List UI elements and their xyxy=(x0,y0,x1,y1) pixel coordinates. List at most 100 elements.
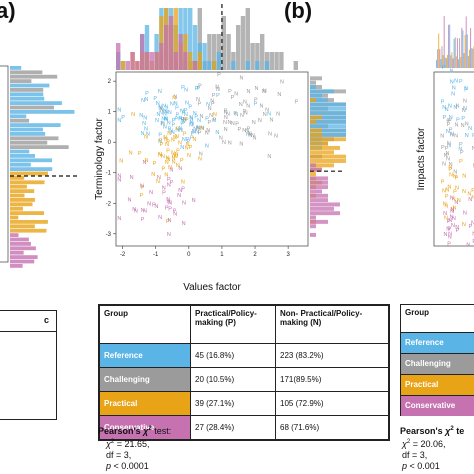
data-point: N xyxy=(171,137,175,143)
data-point: P xyxy=(176,148,180,154)
histogram-bar xyxy=(10,211,45,215)
x-tick-label: 3 xyxy=(286,252,290,258)
data-point: N xyxy=(222,140,226,146)
stats-title: Pearson's χ2 test: xyxy=(98,426,172,436)
histogram-bar xyxy=(135,61,140,70)
data-point: N xyxy=(231,121,235,127)
data-point: N xyxy=(463,210,467,216)
data-point: N xyxy=(451,92,455,98)
data-point: P xyxy=(472,239,474,245)
data-point: N xyxy=(450,79,454,85)
histogram-bar xyxy=(274,52,279,70)
histogram-bar xyxy=(310,159,346,163)
data-point: N xyxy=(228,140,232,146)
data-point: N xyxy=(246,89,250,95)
x-tick-label: -1 xyxy=(153,252,159,258)
data-point: N xyxy=(449,162,453,168)
histogram-bar xyxy=(245,61,250,70)
data-point: N xyxy=(252,120,256,126)
histogram-bar xyxy=(310,132,346,137)
data-point: N xyxy=(468,197,472,203)
data-point: N xyxy=(142,121,146,127)
data-point: N xyxy=(212,118,216,124)
data-point: N xyxy=(450,209,454,215)
data-point: N xyxy=(210,98,214,104)
data-point: P xyxy=(205,117,209,123)
data-point: N xyxy=(185,145,189,151)
data-point: N xyxy=(274,134,278,140)
histogram-bar xyxy=(310,132,322,137)
data-point: N xyxy=(463,106,467,112)
data-point: P xyxy=(185,117,189,123)
histogram-bar xyxy=(310,193,328,198)
data-point: P xyxy=(160,142,164,148)
histogram-bar xyxy=(120,61,126,70)
histogram-bar xyxy=(293,61,298,70)
histogram-bar xyxy=(154,52,159,70)
data-point: P xyxy=(455,175,459,181)
data-point: N xyxy=(239,141,243,147)
histogram-bar xyxy=(454,37,456,68)
data-point: N xyxy=(187,153,191,159)
data-point: N xyxy=(161,121,165,127)
data-point: N xyxy=(182,221,186,227)
data-point: N xyxy=(173,211,177,217)
histogram-bar xyxy=(310,189,322,194)
data-point: P xyxy=(445,146,449,152)
data-point: N xyxy=(213,112,217,118)
data-point: N xyxy=(149,190,153,196)
right-group-conservative: Conservative xyxy=(401,396,474,416)
data-point: N xyxy=(167,232,171,238)
data-point: N xyxy=(161,154,165,160)
data-point: N xyxy=(228,120,232,126)
histogram-bar xyxy=(461,27,463,69)
data-point: N xyxy=(453,174,457,180)
histogram-bar xyxy=(310,180,328,185)
data-point: N xyxy=(175,128,179,134)
data-point: N xyxy=(164,110,168,116)
histogram-bar xyxy=(168,16,174,70)
histogram-bar xyxy=(10,233,19,237)
histogram-bar xyxy=(10,206,23,211)
histogram-bar xyxy=(10,176,25,180)
data-point: P xyxy=(186,139,190,145)
histogram-bar xyxy=(202,43,207,70)
data-point: N xyxy=(463,99,467,105)
data-point: P xyxy=(190,136,194,142)
histogram-bar xyxy=(10,79,32,83)
data-point: P xyxy=(453,189,457,195)
data-point: N xyxy=(169,168,173,174)
data-point: N xyxy=(117,118,121,124)
data-point: N xyxy=(117,177,121,183)
histogram-bar xyxy=(10,198,36,202)
histogram-bar xyxy=(149,52,154,70)
histogram-bar xyxy=(10,250,24,255)
data-point: N xyxy=(466,243,470,249)
data-point: P xyxy=(181,117,185,123)
data-point: P xyxy=(448,227,452,233)
data-point: N xyxy=(454,79,458,85)
data-point: P xyxy=(180,158,184,164)
data-point: N xyxy=(154,204,158,210)
data-point: N xyxy=(132,207,136,213)
data-point: N xyxy=(143,115,147,121)
table-cell-p: 20 (10.5%) xyxy=(190,367,276,392)
histogram-bar xyxy=(310,211,340,216)
histogram-bar xyxy=(310,150,334,155)
data-point: N xyxy=(224,127,228,133)
histogram-bar xyxy=(10,114,27,119)
data-point: P xyxy=(224,109,228,115)
data-point: P xyxy=(183,131,187,137)
data-point: N xyxy=(201,126,205,132)
data-point: N xyxy=(267,154,271,160)
histogram-bar xyxy=(10,202,33,207)
data-point: N xyxy=(442,188,446,194)
data-point: P xyxy=(217,73,221,79)
y-tick-label: -2 xyxy=(106,201,112,207)
data-point: P xyxy=(442,65,446,71)
data-point: N xyxy=(165,156,169,162)
histogram-bar xyxy=(245,8,250,70)
data-point: N xyxy=(206,102,210,108)
panel-letter-b: (b) xyxy=(284,0,313,23)
histogram-bar xyxy=(310,137,346,142)
